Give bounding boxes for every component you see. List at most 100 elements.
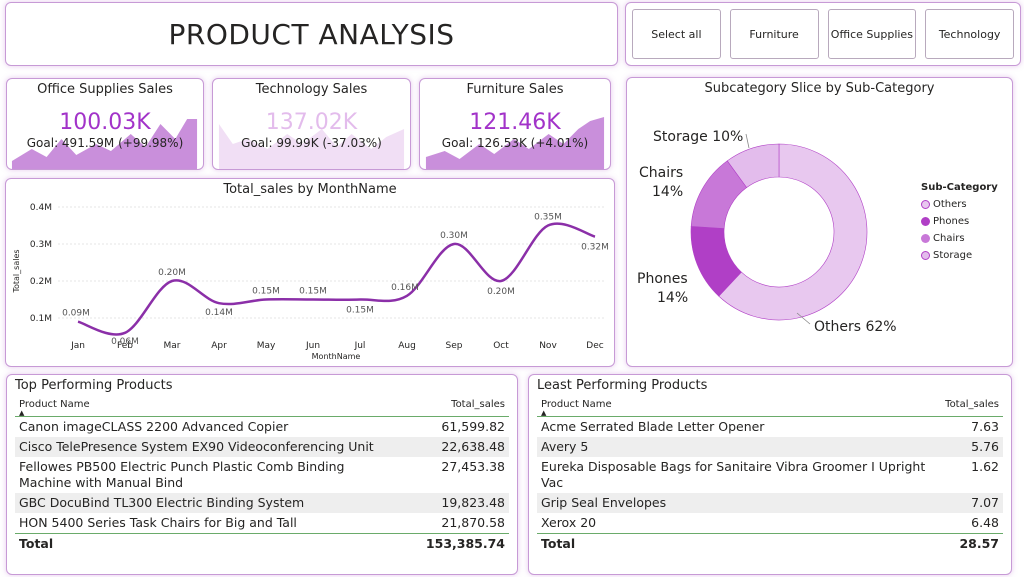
y-tick-label: 0.1M — [30, 314, 52, 324]
total-sales: 7.63 — [971, 419, 999, 434]
kpi-value: 137.02K — [265, 110, 358, 135]
kpi-goal: Goal: 491.59M (+99.98%) — [26, 136, 184, 150]
table-row[interactable]: GBC DocuBind TL300 Electric Binding Syst… — [15, 493, 509, 513]
kpi-title: Office Supplies Sales — [37, 82, 173, 97]
top-products-table-card: Top Performing Products Product Name ▲ To… — [6, 374, 518, 575]
title-card: PRODUCT ANALYSIS — [5, 2, 618, 66]
column-header-total-sales[interactable]: Total_sales — [421, 397, 509, 417]
least-products-table-card: Least Performing Products Product Name ▲ … — [528, 374, 1012, 575]
legend-item-chairs[interactable]: Chairs — [921, 233, 998, 244]
sort-ascending-icon: ▲ — [541, 409, 547, 417]
total-sales: 61,599.82 — [441, 419, 505, 434]
donut-label-chairs-pct: 14% — [652, 184, 683, 200]
y-tick-label: 0.4M — [30, 203, 52, 213]
kpi-title: Furniture Sales — [466, 82, 564, 97]
legend-title: Sub-Category — [921, 182, 998, 193]
x-tick-label: Jun — [305, 341, 320, 351]
donut-chart-card[interactable]: Subcategory Slice by Sub-Category Storag… — [626, 77, 1013, 367]
donut-label-phones: Phones — [637, 271, 688, 287]
table-row[interactable]: Xerox 20 6.48 — [537, 513, 1003, 534]
product-name: Xerox 20 — [541, 515, 597, 530]
legend-item-phones[interactable]: Phones — [921, 216, 998, 227]
product-name: Canon imageCLASS 2200 Advanced Copier — [19, 419, 289, 434]
slicer-furniture-button[interactable]: Furniture — [729, 9, 819, 59]
page-title: PRODUCT ANALYSIS — [168, 17, 455, 51]
slicer-office-supplies-button[interactable]: Office Supplies — [827, 9, 917, 59]
kpi-sparkline — [425, 117, 605, 169]
sort-ascending-icon: ▲ — [19, 409, 25, 417]
column-header-total-sales[interactable]: Total_sales — [941, 397, 1003, 417]
chart-title: Total_sales by MonthName — [223, 182, 397, 197]
product-name: Eureka Disposable Bags for Sanitaire Vib… — [541, 459, 926, 490]
donut-slice-storage[interactable] — [726, 143, 780, 188]
kpi-furniture-card[interactable]: Furniture Sales 121.46K Goal: 126.53K (+… — [419, 78, 611, 170]
category-slicer: Select all Furniture Office Supplies Tec… — [625, 2, 1021, 66]
legend-marker — [921, 217, 930, 226]
table-total-row: Total 28.57 — [537, 533, 1003, 554]
kpi-technology-card[interactable]: Technology Sales 137.02K Goal: 99.99K (-… — [212, 78, 411, 170]
data-label: 0.32M — [581, 243, 609, 253]
chart-title: Subcategory Slice by Sub-Category — [704, 81, 935, 96]
legend-label: Others — [933, 199, 967, 210]
table-row[interactable]: Canon imageCLASS 2200 Advanced Copier 61,… — [15, 417, 509, 438]
kpi-sparkline — [218, 124, 405, 169]
legend-label: Phones — [933, 216, 970, 227]
kpi-goal: Goal: 126.53K (+4.01%) — [441, 136, 589, 150]
x-tick-label: Jul — [354, 341, 366, 351]
x-tick-label: Aug — [398, 341, 416, 351]
product-name: Cisco TelePresence System EX90 Videoconf… — [15, 437, 422, 457]
data-label: 0.16M — [391, 283, 419, 293]
donut-label-chairs: Chairs — [639, 165, 683, 181]
product-name: HON 5400 Series Task Chairs for Big and … — [19, 515, 297, 530]
x-tick-label: Oct — [493, 341, 509, 351]
table-row[interactable]: Fellowes PB500 Electric Punch Plastic Co… — [15, 457, 509, 493]
total-sales: 21,870.58 — [441, 515, 505, 530]
legend-label: Storage — [933, 250, 973, 261]
data-label: 0.09M — [62, 309, 90, 319]
total-label: Total — [15, 533, 422, 554]
kpi-office-supplies-card[interactable]: Office Supplies Sales 100.03K Goal: 491.… — [6, 78, 204, 170]
donut-chart: Storage 10% Chairs 14% Phones 14% Others… — [637, 129, 897, 335]
y-axis-label: Total_sales — [12, 249, 21, 293]
slicer-technology-button[interactable]: Technology — [925, 9, 1014, 59]
legend-item-storage[interactable]: Storage — [921, 250, 998, 261]
x-tick-label: Dec — [586, 341, 603, 351]
table-row[interactable]: Grip Seal Envelopes 7.07 — [537, 493, 1003, 513]
total-sales: 5.76 — [941, 437, 1003, 457]
donut-label-others: Others 62% — [814, 319, 897, 335]
table-row[interactable]: Eureka Disposable Bags for Sanitaire Vib… — [537, 457, 1003, 493]
table-title: Top Performing Products — [15, 378, 173, 393]
y-tick-label: 0.3M — [30, 240, 52, 250]
line-chart-card[interactable]: Total_sales by MonthName 0.4M 0.3M 0.2M 0.1… — [5, 178, 615, 367]
column-header-product-name[interactable]: Product Name ▲ — [15, 397, 422, 417]
x-tick-label: Nov — [539, 341, 557, 351]
table-row[interactable]: Cisco TelePresence System EX90 Videoconf… — [15, 437, 509, 457]
data-label: 0.15M — [299, 287, 327, 297]
legend-marker — [921, 234, 930, 243]
product-name: Acme Serrated Blade Letter Opener — [541, 419, 765, 434]
x-tick-label: Mar — [164, 341, 181, 351]
donut-label-phones-pct: 14% — [657, 290, 688, 306]
column-header-product-name[interactable]: Product Name ▲ — [537, 397, 942, 417]
kpi-sparkline — [11, 119, 198, 169]
data-label: 0.35M — [534, 213, 562, 223]
total-label: Total — [537, 533, 942, 554]
product-name: Grip Seal Envelopes — [537, 493, 942, 513]
table-row[interactable]: Avery 5 5.76 — [537, 437, 1003, 457]
kpi-value: 121.46K — [469, 110, 561, 135]
table-row[interactable]: Acme Serrated Blade Letter Opener 7.63 — [537, 417, 1003, 438]
kpi-value: 100.03K — [59, 110, 151, 135]
total-sales: 1.62 — [971, 459, 999, 474]
data-label: 0.15M — [252, 287, 280, 297]
total-value: 28.57 — [941, 533, 1003, 554]
data-label: 0.20M — [158, 268, 186, 278]
slicer-select-all-button[interactable]: Select all — [632, 9, 721, 59]
x-tick-label: Feb — [117, 341, 133, 351]
donut-slice-others[interactable] — [718, 143, 868, 321]
donut-label-storage: Storage 10% — [653, 129, 743, 145]
total-value: 153,385.74 — [421, 533, 509, 554]
table-row[interactable]: HON 5400 Series Task Chairs for Big and … — [15, 513, 509, 534]
x-axis-label: MonthName — [312, 352, 361, 361]
legend-item-others[interactable]: Others — [921, 199, 998, 210]
legend-marker — [921, 251, 930, 260]
